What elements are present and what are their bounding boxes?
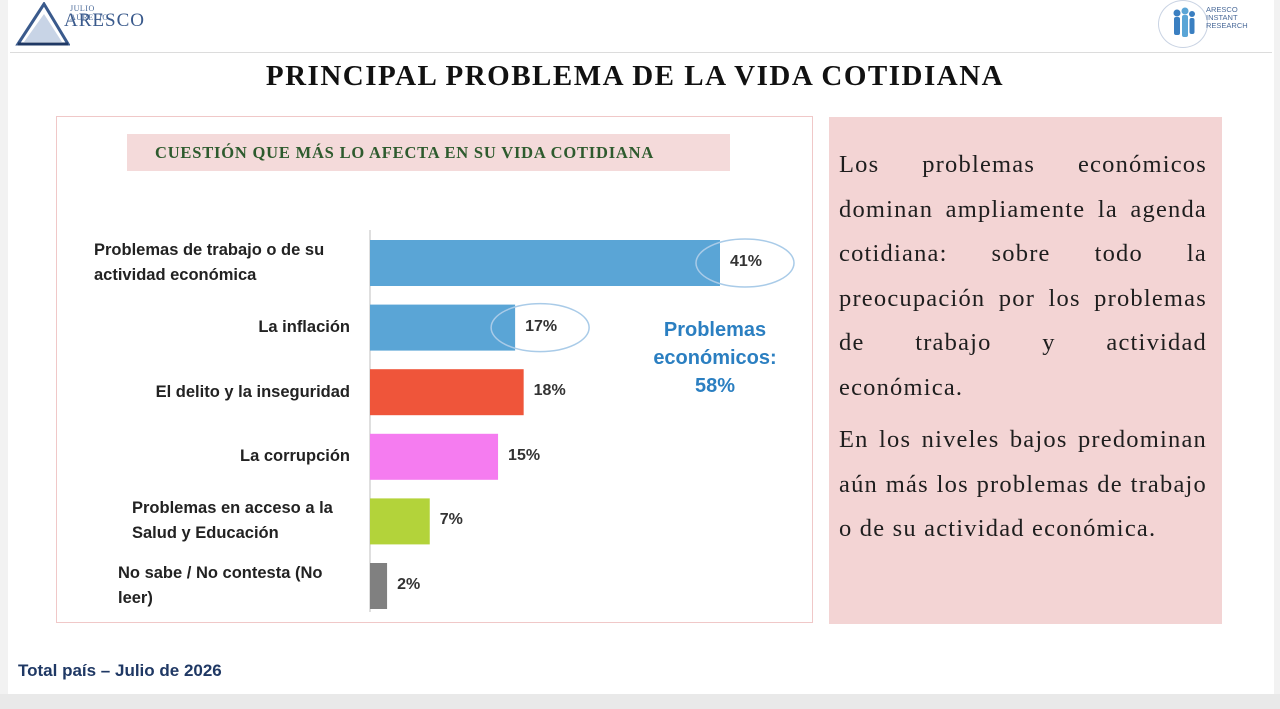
logo-right-text: ARESCO INSTANT RESEARCH	[1206, 6, 1248, 30]
value-label: 41%	[730, 253, 763, 270]
page-title: PRINCIPAL PROBLEMA DE LA VIDA COTIDIANA	[265, 60, 1005, 92]
category-label: Problemas en acceso a la Salud y Educació…	[132, 499, 333, 543]
value-label: 7%	[439, 511, 463, 529]
bar	[370, 369, 524, 416]
bar	[370, 304, 516, 351]
bar	[370, 498, 430, 545]
commentary-panel: Los problemas económicos dominan ampliam…	[829, 117, 1222, 624]
bar	[370, 563, 388, 609]
category-label: Problemas de trabajo o de su actividad ec…	[94, 241, 325, 284]
logo-line: RESEARCH	[1206, 21, 1248, 30]
category-label: La corrupción	[239, 447, 350, 466]
value-label: 15%	[508, 446, 541, 464]
logo-small-text: JULIO AURELIO	[70, 4, 109, 22]
triangle-logo-icon	[15, 2, 70, 46]
category-label: La inflación	[258, 318, 350, 337]
chart-title: CUESTIÓN QUE MÁS LO AFECTA EN SU VIDA CO…	[127, 134, 730, 171]
highlight-ellipse	[490, 302, 590, 353]
header-divider	[10, 52, 1272, 53]
commentary-paragraph: En los niveles bajos predominan aún más …	[839, 426, 1207, 542]
category-label: No sabe / No contesta (No leer)	[118, 564, 323, 607]
annotation-line: 58%	[694, 375, 736, 397]
logo-line: INSTANT	[1206, 13, 1238, 22]
logo-big-text: ARESCO	[64, 10, 145, 31]
highlight-ellipse	[695, 238, 795, 288]
value-label: 18%	[533, 382, 566, 400]
bar	[370, 433, 499, 480]
annotation-line: Problemas	[663, 319, 767, 341]
aresco-instant-research-logo: ARESCO INSTANT RESEARCH	[1158, 0, 1258, 50]
commentary-paragraph: Los problemas económicos dominan ampliam…	[839, 151, 1207, 401]
category-label: El delito y la inseguridad	[155, 382, 350, 401]
annotation-line: económicos:	[653, 347, 777, 369]
footer-note: Total país – Julio de 2026	[18, 661, 222, 680]
logo-line: ARESCO	[1206, 5, 1238, 14]
bar	[370, 240, 720, 286]
aresco-logo: JULIO AURELIO ARESCO	[14, 0, 144, 46]
logo-circle	[1158, 0, 1208, 48]
value-label: 17%	[525, 317, 558, 335]
bottom-strip	[0, 694, 1280, 709]
people-icon	[1173, 7, 1195, 37]
value-label: 2%	[397, 576, 421, 593]
chart-annotation: Problemas económicos: 58%	[640, 316, 790, 400]
